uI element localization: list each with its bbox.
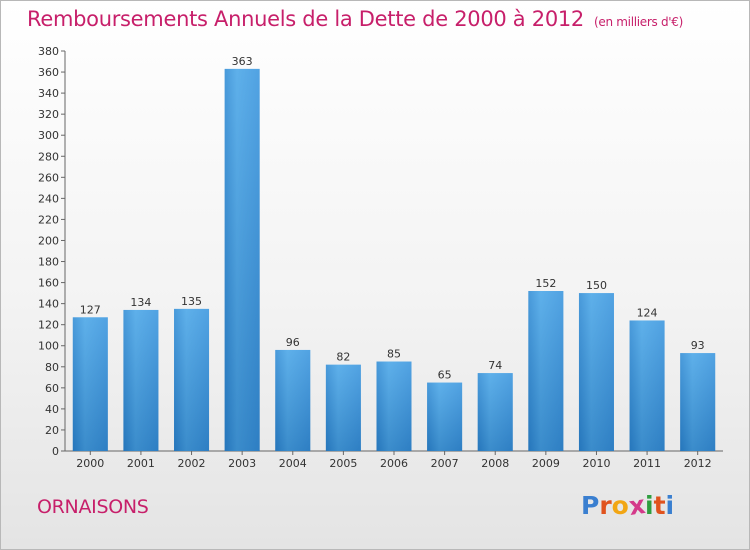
bar-shade-2001 (123, 309, 159, 451)
value-label-2009: 152 (535, 277, 556, 290)
logo-letter: i (645, 491, 654, 520)
y-tick-label: 160 (38, 277, 59, 290)
bar-shade-2009 (528, 291, 564, 451)
x-tick-label-2012: 2012 (684, 457, 712, 470)
logo-letter: o (611, 491, 629, 520)
y-tick-label: 200 (38, 234, 59, 247)
x-tick-label-2007: 2007 (431, 457, 459, 470)
x-tick-label-2002: 2002 (178, 457, 206, 470)
x-tick-label-2005: 2005 (329, 457, 357, 470)
bars (72, 68, 716, 451)
x-tick-label-2006: 2006 (380, 457, 408, 470)
x-axis: 2000 2001 2002 2003 2004 2005 2006 2007 2008 2009… (65, 450, 723, 470)
value-label-2004: 96 (286, 336, 300, 349)
value-label-2012: 93 (691, 339, 705, 352)
y-tick-label: 80 (45, 361, 59, 374)
value-labels: 127 134 135 363 96 82 85 65 74 152 150 124 93 (80, 55, 705, 382)
y-tick-label: 120 (38, 319, 59, 332)
x-tick-label-2000: 2000 (76, 457, 104, 470)
y-tick-label: 320 (38, 108, 59, 121)
bar-shade-2000 (72, 317, 108, 451)
y-tick-label: 340 (38, 87, 59, 100)
town-name: ORNAISONS (37, 496, 149, 518)
bar-shade-2010 (578, 293, 614, 451)
value-label-2005: 82 (336, 351, 350, 364)
chart-title-text: Remboursements Annuels de la Dette de 20… (27, 7, 584, 31)
logo-letter: i (665, 491, 675, 520)
y-tick-label: 100 (38, 340, 59, 353)
value-label-2007: 65 (438, 369, 452, 382)
x-tick-label-2009: 2009 (532, 457, 560, 470)
y-tick-label: 240 (38, 192, 59, 205)
y-tick-label: 60 (45, 382, 59, 395)
y-tick-label: 40 (45, 403, 59, 416)
bar-shade-2012 (680, 353, 716, 451)
bar-shade-2006 (376, 361, 412, 451)
logo-letter: P (581, 491, 600, 520)
bar-shade-2002 (174, 308, 210, 451)
y-tick-label: 140 (38, 298, 59, 311)
bar-shade-2004 (275, 349, 311, 451)
logo-letter: t (653, 491, 666, 520)
value-label-2003: 363 (232, 55, 253, 68)
logo-letter: r (599, 491, 612, 520)
x-tick-label-2008: 2008 (481, 457, 509, 470)
y-tick-label: 280 (38, 150, 59, 163)
y-tick-label: 260 (38, 171, 59, 184)
x-tick-label-2010: 2010 (582, 457, 610, 470)
value-label-2006: 85 (387, 348, 401, 361)
y-tick-label: 220 (38, 213, 59, 226)
y-axis: 0 20 40 60 80 100 120 140 160 180 200 220 240 260 280 3… (38, 45, 66, 458)
y-tick-label: 20 (45, 424, 59, 437)
x-tick-label-2001: 2001 (127, 457, 155, 470)
y-tick-label: 180 (38, 256, 59, 269)
x-tick-label-2004: 2004 (279, 457, 307, 470)
logo-letter: x (626, 490, 647, 521)
value-label-2010: 150 (586, 279, 607, 292)
value-label-2011: 124 (637, 306, 658, 319)
bar-shade-2007 (427, 382, 463, 451)
value-label-2008: 74 (488, 359, 502, 372)
chart-subtitle: (en milliers d'€) (594, 15, 684, 29)
value-label-2000: 127 (80, 303, 101, 316)
y-tick-label: 300 (38, 129, 59, 142)
y-tick-label: 380 (38, 45, 59, 58)
value-label-2001: 134 (130, 296, 151, 309)
bar-shade-2008 (477, 373, 513, 451)
x-tick-label-2003: 2003 (228, 457, 256, 470)
proxiti-logo: Proxiti (581, 490, 675, 521)
bar-shade-2003 (224, 68, 260, 451)
value-label-2002: 135 (181, 295, 202, 308)
x-tick-label-2011: 2011 (633, 457, 661, 470)
chart-title: Remboursements Annuels de la Dette de 20… (27, 7, 683, 31)
y-tick-label: 0 (52, 445, 59, 458)
bar-shade-2011 (629, 320, 665, 451)
y-tick-label: 360 (38, 66, 59, 79)
bar-shade-2005 (325, 364, 361, 451)
